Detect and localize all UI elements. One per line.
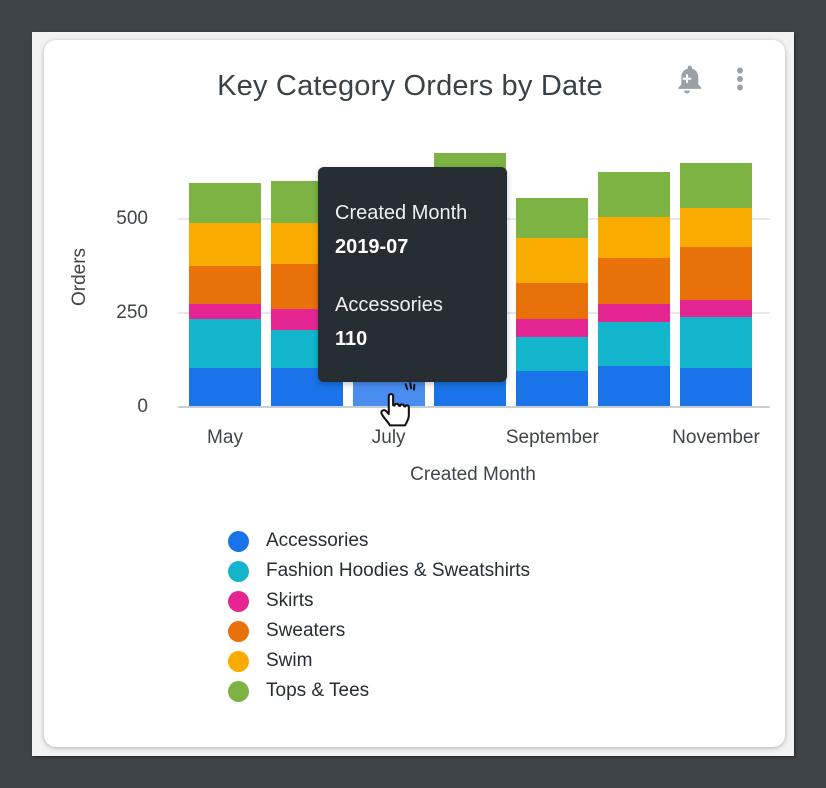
bar-segment[interactable] [679,207,752,248]
bar-segment[interactable] [189,303,261,319]
bar-segment[interactable] [598,322,671,366]
legend-label: Swim [266,650,313,671]
legend-item[interactable]: Skirts [228,586,530,616]
legend-item[interactable]: Swim [228,646,530,676]
legend-label: Sweaters [266,620,346,641]
bar-segment[interactable] [189,266,261,304]
legend-label: Skirts [266,590,314,611]
bar-segment[interactable] [516,198,589,238]
legend-item[interactable]: Accessories [228,526,530,556]
y-axis-tick-label: 0 [137,396,148,417]
y-axis-tick-label: 250 [116,302,148,323]
legend-item[interactable]: Sweaters [228,616,530,646]
bar-segment[interactable] [598,172,671,218]
chart-tooltip: Created Month 2019-07 Accessories 110 [318,167,507,382]
bar-segment[interactable] [598,365,671,407]
x-axis-line [178,406,770,408]
bar-segment[interactable] [679,316,752,368]
legend-item[interactable]: Fashion Hoodies & Sweatshirts [228,556,530,586]
chart-legend: Accessories Fashion Hoodies & Sweatshirts… [228,526,530,706]
bar-segment[interactable] [679,299,752,317]
tooltip-measure-label: Accessories [335,294,443,316]
bar-segment[interactable] [189,367,261,407]
x-axis-tick-label: July [371,427,406,448]
bar-segment[interactable] [679,247,752,300]
bar-segment[interactable] [189,183,261,223]
bar-segment[interactable] [189,318,261,368]
bar-segment[interactable] [516,318,589,338]
create-alert-button[interactable] [669,62,705,98]
bar-segment[interactable] [516,337,589,372]
x-axis-tick-label: September [505,427,599,448]
tooltip-dimension-value: 2019-07 [335,236,409,258]
bar-segment[interactable] [598,303,671,323]
x-axis-tick-label: May [207,427,243,448]
legend-swatch-icon [228,620,249,642]
bar-segment[interactable] [516,282,589,319]
legend-swatch-icon [228,680,249,702]
legend-item[interactable]: Tops & Tees [228,676,530,706]
x-axis-title: Created Month [410,464,536,485]
bar-segment[interactable] [516,371,589,407]
bar-segment[interactable] [679,367,752,407]
legend-swatch-icon [228,560,249,582]
bar-segment[interactable] [516,237,589,283]
legend-label: Accessories [266,530,369,551]
bar-segment[interactable] [189,222,261,266]
legend-label: Tops & Tees [266,680,370,701]
bell-plus-icon [670,65,704,99]
y-axis-title: Orders [69,247,90,307]
bar-segment[interactable] [598,217,671,259]
y-axis-tick-label: 500 [116,208,148,229]
tooltip-measure-value: 110 [335,328,368,350]
bar-segment[interactable] [679,162,752,208]
x-axis-tick-label: November [672,427,760,448]
legend-swatch-icon [228,530,249,552]
legend-swatch-icon [228,590,249,612]
kebab-menu-icon [723,67,757,99]
tile-title: Key Category Orders by Date [217,70,603,102]
tile-actions-menu-button[interactable] [722,62,758,98]
legend-swatch-icon [228,650,249,672]
legend-label: Fashion Hoodies & Sweatshirts [266,560,531,581]
bar-segment[interactable] [598,258,671,304]
tooltip-dimension-label: Created Month [335,202,468,224]
